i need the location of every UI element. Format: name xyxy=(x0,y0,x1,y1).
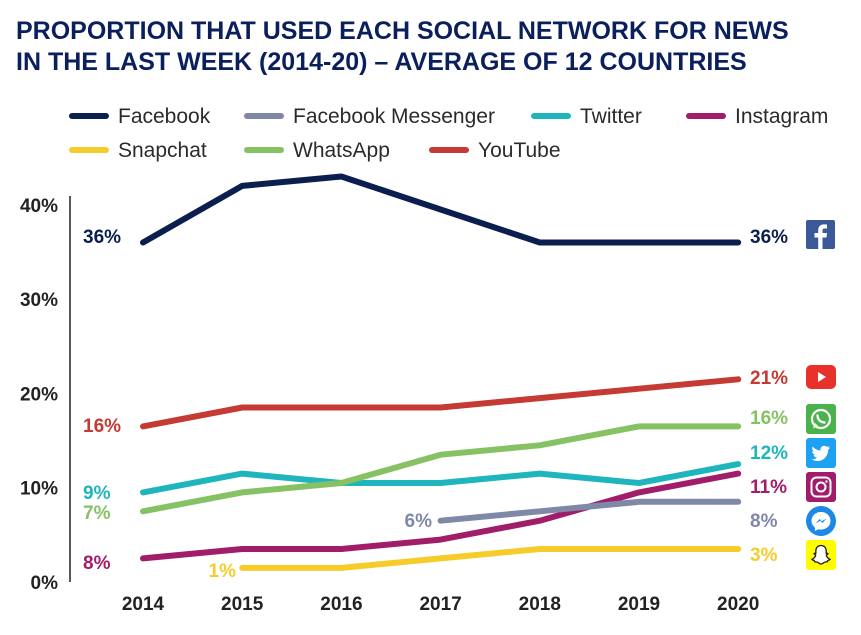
y-tick-label: 0% xyxy=(31,573,59,594)
end-label-snapchat: 3% xyxy=(750,545,778,566)
start-label-snapchat: 1% xyxy=(209,561,237,582)
end-label-instagram: 11% xyxy=(750,477,787,498)
data-labels: 36% 36% 6% 8% 9% 12% 8% 11% 1% 3% 7% 16% 16% 21% xyxy=(83,227,788,582)
whatsapp-icon xyxy=(806,404,836,434)
end-label-facebook-messenger: 8% xyxy=(750,511,778,532)
y-tick-label: 30% xyxy=(20,290,58,311)
x-tick-label: 2019 xyxy=(618,594,660,615)
chart-title-line-1: PROPORTION THAT USED EACH SOCIAL NETWORK… xyxy=(16,17,789,45)
chart-title: PROPORTION THAT USED EACH SOCIAL NETWORK… xyxy=(16,17,789,76)
series-line-facebook-messenger xyxy=(437,498,742,524)
x-tick-labels: 2014 2015 2016 2017 2018 2019 2020 xyxy=(122,594,759,615)
end-label-youtube: 21% xyxy=(750,368,788,389)
start-label-twitter: 9% xyxy=(83,483,111,504)
end-label-twitter: 12% xyxy=(750,443,788,464)
x-tick-label: 2017 xyxy=(419,594,461,615)
y-tick-label: 20% xyxy=(20,384,58,405)
series-line-facebook xyxy=(140,173,742,246)
start-label-facebook: 36% xyxy=(83,227,121,248)
network-icons xyxy=(806,220,836,570)
series-line-twitter xyxy=(140,461,742,496)
youtube-icon xyxy=(806,365,836,389)
legend: Facebook Facebook Messenger Twitter Instagr… xyxy=(69,105,828,162)
y-tick-label: 40% xyxy=(20,196,58,217)
x-tick-label: 2015 xyxy=(221,594,264,615)
series-lines xyxy=(140,173,742,571)
legend-label-twitter: Twitter xyxy=(580,105,642,128)
x-tick-label: 2020 xyxy=(717,594,759,615)
legend-label-instagram: Instagram xyxy=(735,105,828,128)
legend-label-facebook-messenger: Facebook Messenger xyxy=(293,105,495,128)
legend-label-youtube: YouTube xyxy=(478,139,561,162)
start-label-instagram: 8% xyxy=(83,553,111,574)
instagram-icon xyxy=(806,472,836,502)
legend-label-whatsapp: WhatsApp xyxy=(293,139,390,162)
x-tick-label: 2014 xyxy=(122,594,165,615)
legend-label-facebook: Facebook xyxy=(118,105,211,128)
x-tick-label: 2016 xyxy=(320,594,362,615)
facebook-icon xyxy=(806,220,835,249)
series-line-youtube xyxy=(140,376,742,430)
chart-title-line-2: IN THE LAST WEEK (2014-20) – AVERAGE OF … xyxy=(16,48,747,76)
start-label-youtube: 16% xyxy=(83,416,121,437)
series-line-snapchat xyxy=(239,546,742,571)
end-label-facebook: 36% xyxy=(750,227,788,248)
twitter-icon xyxy=(806,438,836,468)
x-tick-label: 2018 xyxy=(519,594,561,615)
end-label-whatsapp: 16% xyxy=(750,408,788,429)
messenger-icon xyxy=(806,506,836,536)
legend-label-snapchat: Snapchat xyxy=(118,139,207,162)
y-tick-label: 10% xyxy=(20,479,58,500)
snapchat-icon xyxy=(806,540,836,570)
series-line-whatsapp xyxy=(140,423,742,515)
y-tick-labels: 0% 10% 20% 30% 40% xyxy=(20,196,58,594)
start-label-facebook-messenger: 6% xyxy=(405,511,433,532)
series-line-instagram xyxy=(140,470,742,562)
start-label-whatsapp: 7% xyxy=(83,503,111,524)
